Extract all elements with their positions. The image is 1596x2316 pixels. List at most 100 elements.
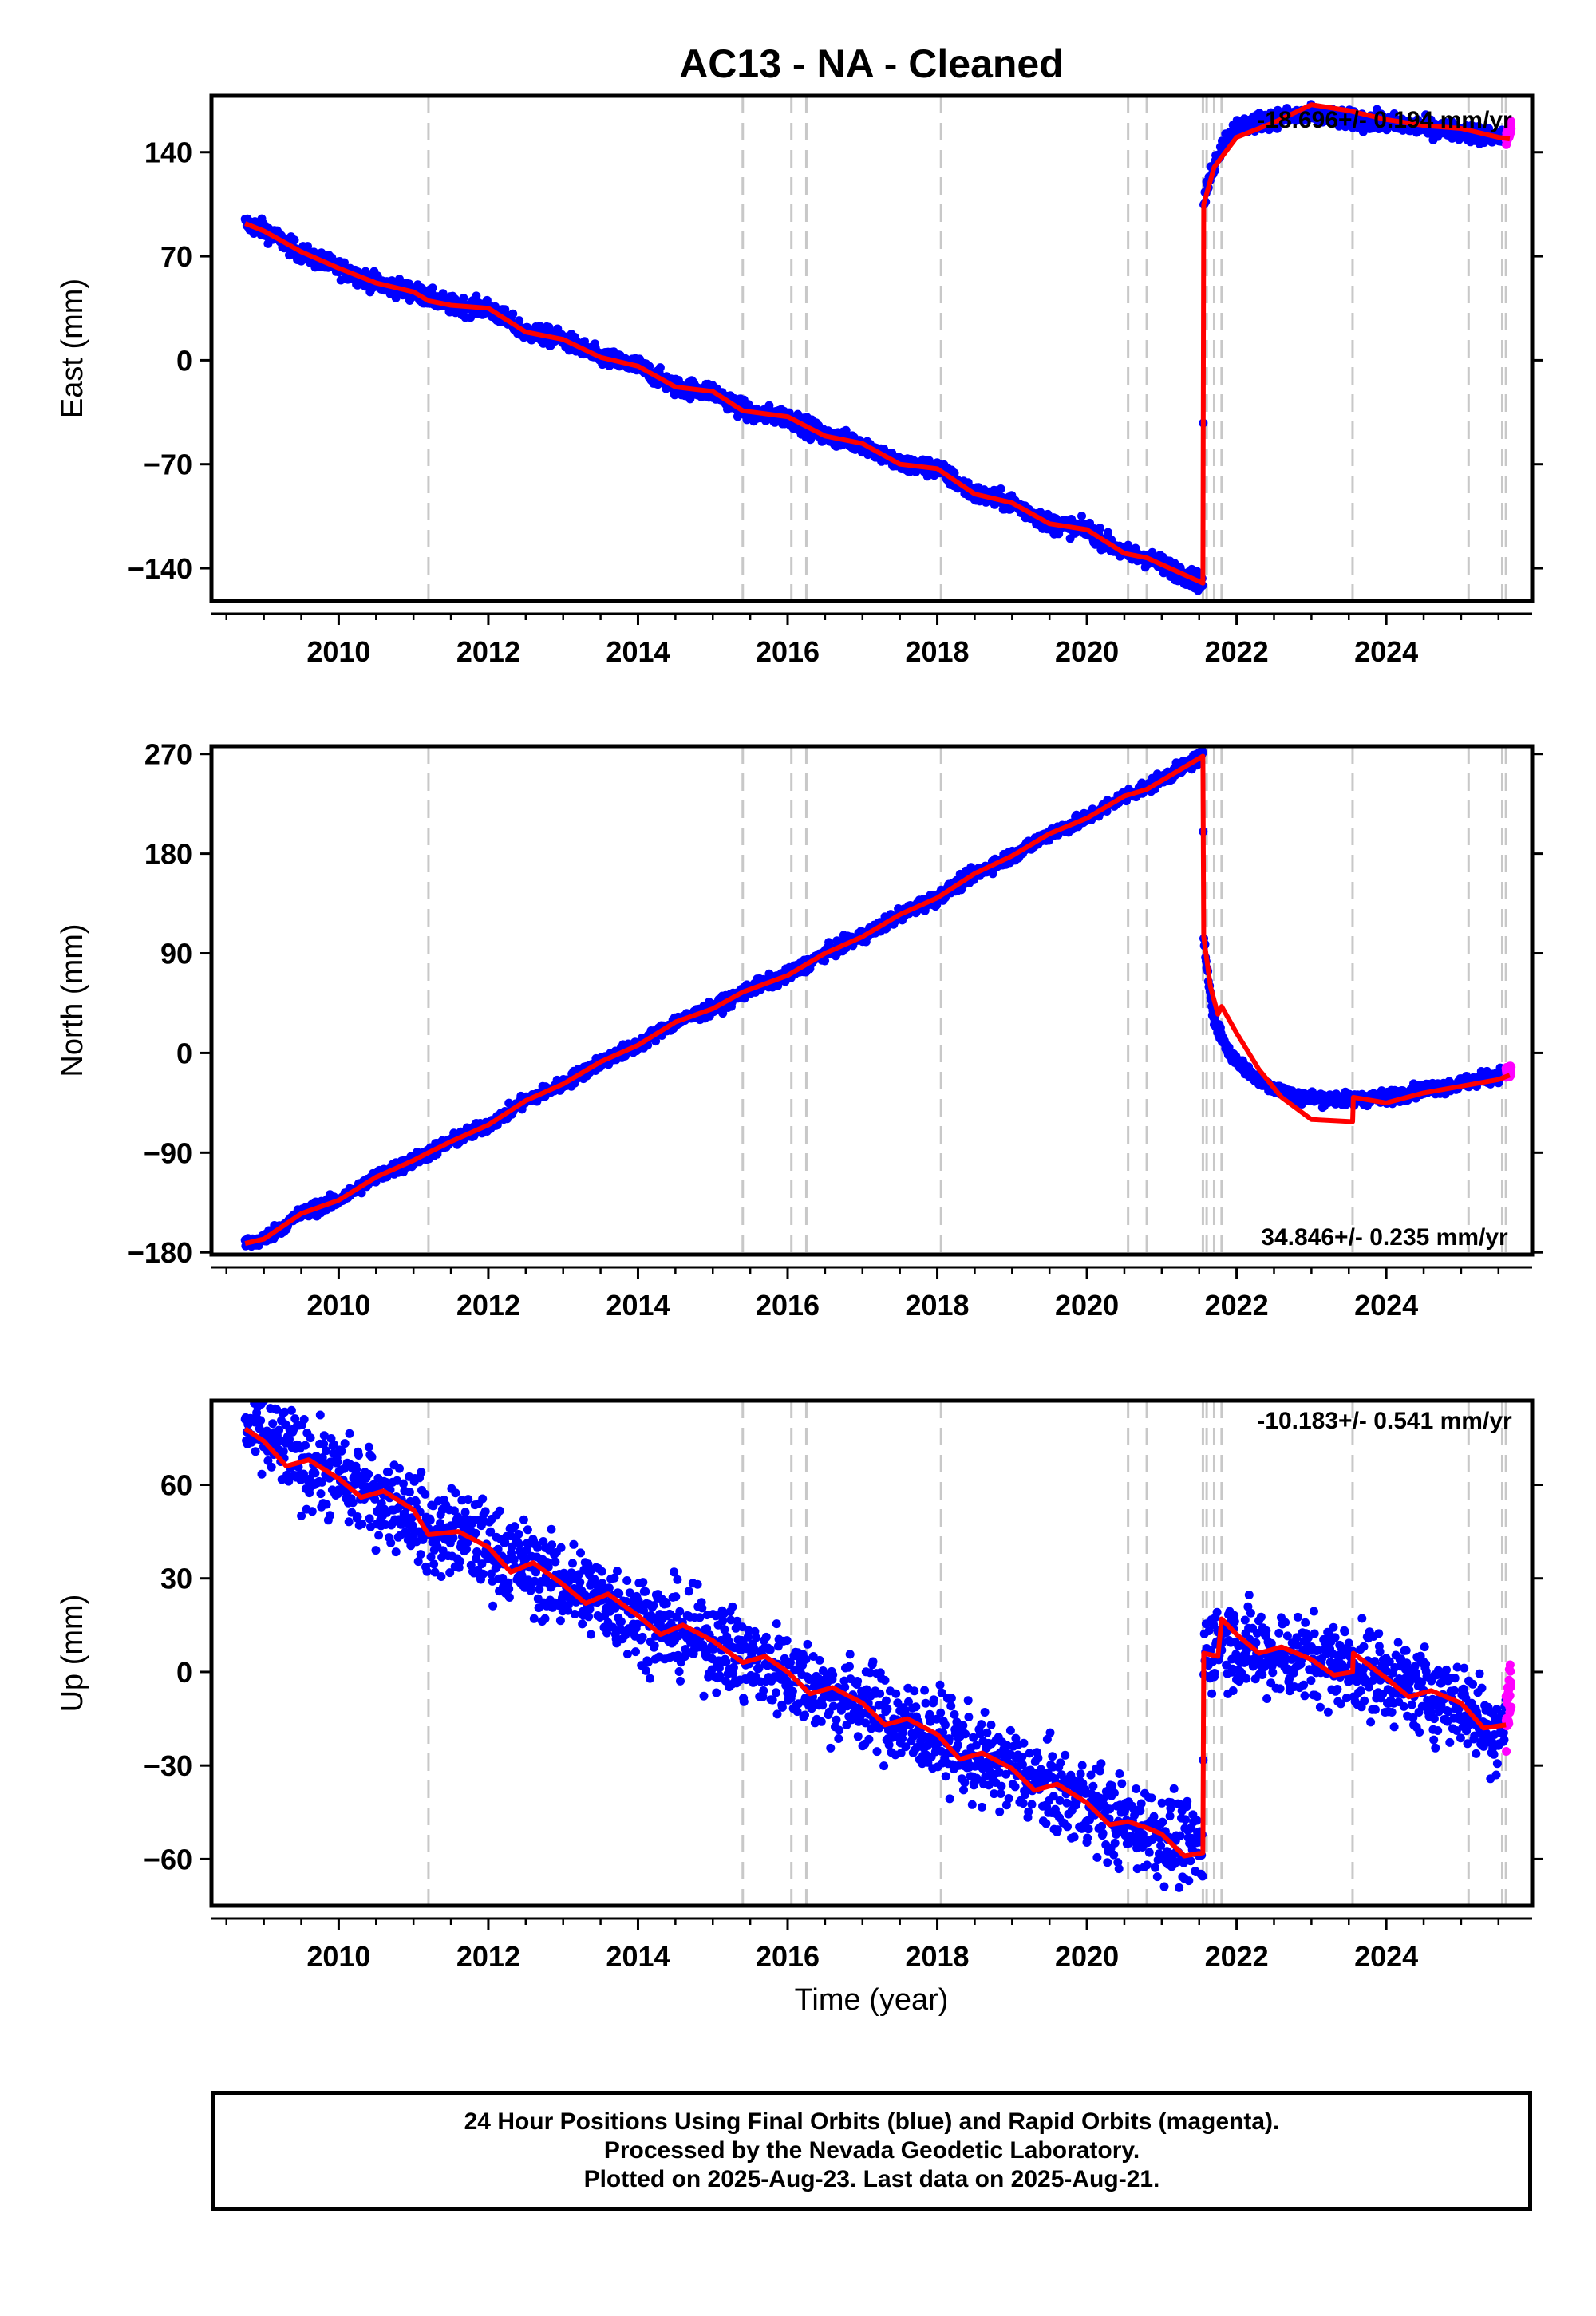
north-final-point xyxy=(718,1009,728,1018)
east-final-positions xyxy=(240,100,1516,595)
up-final-point xyxy=(425,1516,435,1525)
up-final-point xyxy=(322,1500,331,1509)
north-x-tick-label: 2010 xyxy=(306,1289,370,1322)
up-final-point xyxy=(416,1550,425,1559)
east-final-point xyxy=(290,235,299,245)
up-final-point xyxy=(284,1476,294,1486)
east-y-axis-label: East (mm) xyxy=(56,279,89,418)
east-x-tick-label: 2022 xyxy=(1205,635,1269,668)
east-x-tick-label: 2012 xyxy=(456,635,520,668)
east-final-point xyxy=(1077,512,1086,520)
up-final-point xyxy=(364,1442,373,1452)
east-x-tick-label: 2024 xyxy=(1354,635,1418,668)
east-x-tick-label: 2014 xyxy=(606,635,670,668)
up-final-point xyxy=(477,1559,487,1569)
up-final-point xyxy=(480,1507,490,1516)
up-final-point xyxy=(460,1508,470,1517)
up-final-point xyxy=(430,1567,440,1577)
up-final-point xyxy=(290,1414,300,1424)
east-y-tick-label: 70 xyxy=(160,240,192,273)
up-final-point xyxy=(257,1469,267,1479)
up-final-point xyxy=(319,1431,329,1441)
east-x-tick-label: 2016 xyxy=(756,635,820,668)
up-final-point xyxy=(255,1424,264,1433)
east-final-point xyxy=(841,425,851,435)
east-final-point xyxy=(1096,524,1104,533)
up-final-point xyxy=(413,1557,423,1567)
up-final-point xyxy=(322,1446,330,1456)
up-final-positions xyxy=(240,1401,1516,1892)
east-plot-frame xyxy=(209,93,1535,603)
north-y-tick-label: 270 xyxy=(144,738,192,771)
up-final-point xyxy=(445,1568,455,1578)
up-final-point xyxy=(318,1477,326,1487)
up-final-point xyxy=(405,1488,414,1497)
north-y-tick-label: 180 xyxy=(144,838,192,871)
east-model-line xyxy=(244,102,1511,586)
north-rapid-point xyxy=(1507,1062,1516,1072)
up-final-point xyxy=(384,1467,393,1476)
east-final-point xyxy=(996,484,1005,493)
east-final-point xyxy=(655,363,665,373)
up-final-point xyxy=(488,1601,498,1611)
up-final-point xyxy=(429,1559,439,1569)
east-final-point xyxy=(508,309,518,318)
up-final-point xyxy=(310,1468,320,1478)
east-y-tick-label: −140 xyxy=(128,552,192,585)
north-final-point xyxy=(820,956,830,966)
east-final-point xyxy=(950,468,959,478)
north-x-tick-label: 2012 xyxy=(456,1289,520,1322)
up-final-point xyxy=(267,1462,276,1472)
north-plot-frame xyxy=(209,744,1535,1257)
up-final-point xyxy=(319,1439,329,1448)
up-final-point xyxy=(371,1546,381,1555)
up-final-point xyxy=(345,1429,354,1438)
east-y-tick-label: 0 xyxy=(176,344,192,377)
up-final-point xyxy=(315,1410,325,1420)
east-final-point xyxy=(515,316,524,326)
up-final-point xyxy=(348,1498,358,1508)
east-final-point xyxy=(963,478,973,488)
up-final-point xyxy=(367,1452,377,1462)
up-final-point xyxy=(391,1547,401,1557)
up-final-point xyxy=(333,1457,342,1467)
north-x-tick-label: 2020 xyxy=(1055,1289,1119,1322)
east-final-point xyxy=(459,294,468,302)
east-velocity-label: -18.696+/- 0.194 mm/yr xyxy=(1257,107,1512,133)
up-final-point xyxy=(448,1533,458,1543)
up-final-point xyxy=(280,1407,290,1417)
up-final-point xyxy=(285,1434,294,1444)
east-y-tick-label: −70 xyxy=(144,449,192,481)
up-final-point xyxy=(464,1495,473,1504)
east-rapid-point xyxy=(1507,124,1516,133)
north-model-line xyxy=(244,753,1511,1247)
up-final-point xyxy=(316,1489,326,1499)
east-final-point xyxy=(428,283,437,293)
east-x-tick-label: 2010 xyxy=(306,635,370,668)
north-velocity-label: 34.846+/- 0.235 mm/yr xyxy=(1261,1224,1508,1251)
up-final-point xyxy=(365,1514,374,1524)
up-final-point xyxy=(358,1520,367,1529)
north-y-tick-label: 90 xyxy=(160,938,192,970)
up-final-point xyxy=(437,1572,446,1581)
up-final-point xyxy=(268,1419,278,1429)
figure-title: AC13 - NA - Cleaned xyxy=(679,41,1064,86)
up-final-point xyxy=(495,1506,504,1516)
up-final-point xyxy=(272,1405,282,1414)
up-final-point xyxy=(286,1405,296,1415)
up-final-point xyxy=(421,1489,430,1499)
up-final-point xyxy=(493,1544,503,1554)
up-final-point xyxy=(386,1538,396,1547)
north-x-tick-label: 2018 xyxy=(905,1289,969,1322)
up-final-point xyxy=(307,1507,317,1516)
up-final-point xyxy=(301,1441,310,1450)
up-final-point xyxy=(486,1527,496,1536)
up-final-point xyxy=(478,1569,488,1579)
up-final-point xyxy=(411,1497,421,1507)
up-final-point xyxy=(344,1517,354,1527)
north-x-tick-label: 2024 xyxy=(1354,1289,1418,1322)
up-final-point xyxy=(275,1425,284,1435)
